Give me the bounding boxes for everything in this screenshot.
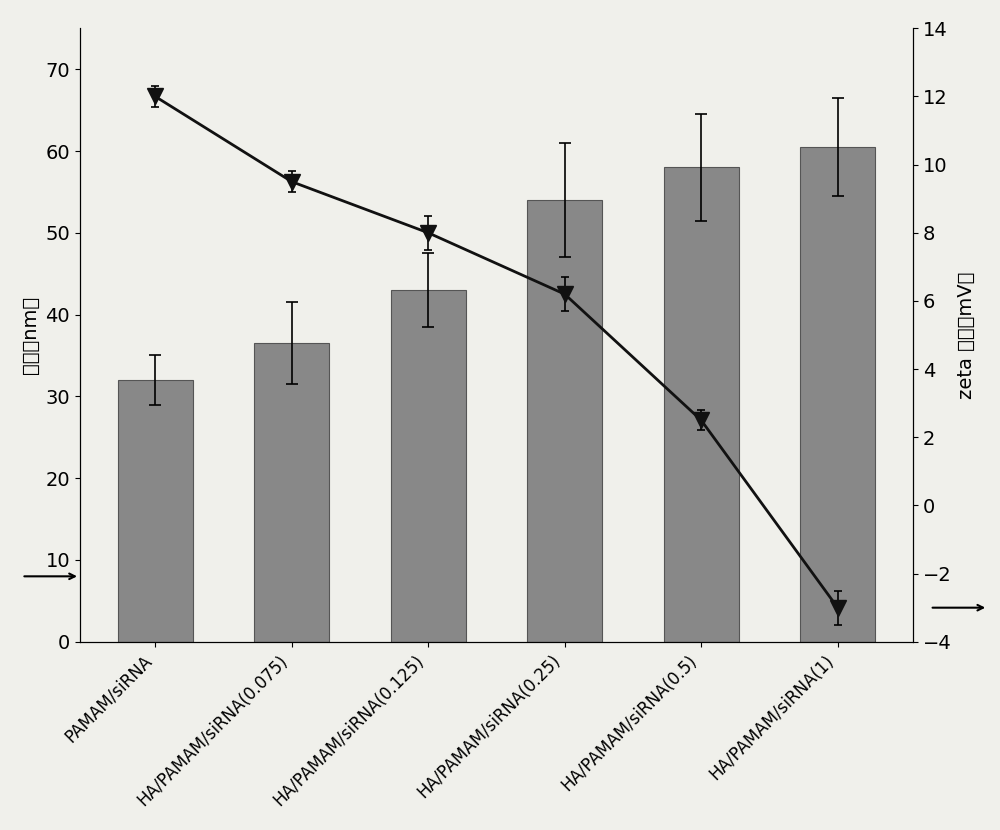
Bar — [254, 344, 329, 642]
Bar — [118, 380, 193, 642]
Bar — [527, 200, 602, 642]
Y-axis label: zeta 电位（mV）: zeta 电位（mV） — [957, 271, 976, 398]
Bar — [664, 168, 739, 642]
Bar — [391, 290, 466, 642]
Bar — [800, 147, 875, 642]
Y-axis label: 粒径（nm）: 粒径（nm） — [21, 296, 40, 374]
